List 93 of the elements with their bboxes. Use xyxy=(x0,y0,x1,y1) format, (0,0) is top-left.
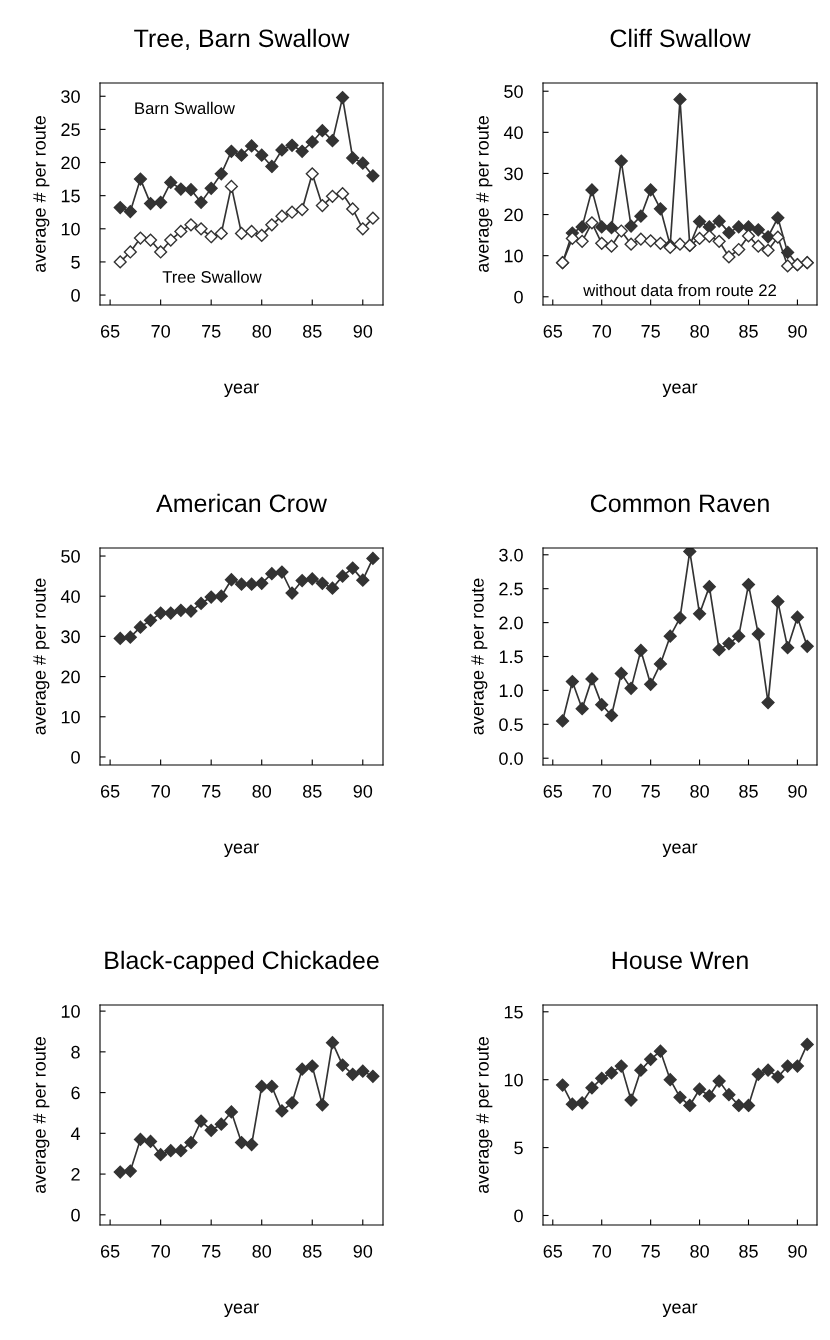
x-tick-label: 70 xyxy=(151,1244,170,1258)
y-axis-title: average # per route xyxy=(33,116,50,273)
x-tick-label: 75 xyxy=(202,1245,221,1258)
x-tick-label: 70 xyxy=(151,324,170,338)
x-tick-label: 80 xyxy=(252,784,272,798)
x-axis-title: year xyxy=(223,1303,259,1317)
y-tick-label: 10 xyxy=(61,710,80,724)
x-tick-label: 65 xyxy=(543,784,563,798)
y-tick-label: 5 xyxy=(514,1141,523,1155)
y-axis-title: average # per route xyxy=(476,116,493,273)
y-tick-label: 6 xyxy=(71,1086,80,1100)
chart-title: Cliff Swallow xyxy=(610,28,751,48)
y-tick-label: 20 xyxy=(61,156,80,170)
x-tick-label: 65 xyxy=(100,324,120,338)
y-tick-label: 8 xyxy=(71,1045,80,1059)
x-axis-title: year xyxy=(662,383,698,397)
x-tick-label: 70 xyxy=(592,1244,612,1258)
chart-title: Common Raven xyxy=(590,494,769,513)
y-tick-label: 30 xyxy=(504,167,523,181)
x-tick-label: 75 xyxy=(641,1245,660,1258)
series-label: Tree Swallow xyxy=(162,270,262,283)
x-axis-title: year xyxy=(223,383,259,397)
y-tick-label: 30 xyxy=(61,90,80,103)
y-tick-label: 20 xyxy=(504,208,523,222)
x-tick-label: 90 xyxy=(353,1244,373,1258)
x-tick-label: 85 xyxy=(302,324,322,338)
chart-title: Black-capped Chickadee xyxy=(105,950,379,975)
x-tick-label: 90 xyxy=(353,324,373,338)
x-tick-label: 70 xyxy=(151,784,170,798)
x-tick-label: 85 xyxy=(739,1244,758,1258)
chart-title: Tree, Barn Swallow xyxy=(134,28,350,51)
x-tick-label: 80 xyxy=(690,324,709,338)
x-tick-label: 70 xyxy=(592,784,612,798)
y-tick-label: 2.5 xyxy=(499,582,523,596)
x-tick-label: 75 xyxy=(641,325,660,338)
y-tick-label: 0 xyxy=(71,288,80,302)
y-axis-title: average # per route xyxy=(33,578,50,735)
y-tick-label: 50 xyxy=(504,85,523,98)
y-tick-label: 40 xyxy=(60,590,80,603)
y-tick-label: 10 xyxy=(504,1073,523,1087)
x-tick-label: 80 xyxy=(690,1244,709,1258)
y-tick-label: 1.0 xyxy=(499,684,523,698)
x-tick-label: 80 xyxy=(252,1244,272,1258)
x-tick-label: 85 xyxy=(302,1244,322,1258)
x-tick-label: 65 xyxy=(543,324,563,338)
y-tick-label: 0 xyxy=(514,1209,523,1223)
x-tick-label: 75 xyxy=(202,785,221,798)
x-tick-label: 80 xyxy=(690,784,709,798)
y-tick-label: 50 xyxy=(61,549,80,563)
x-tick-label: 85 xyxy=(739,324,758,338)
y-tick-label: 10 xyxy=(61,1005,80,1018)
chart-title: American Crow xyxy=(156,493,327,513)
y-tick-label: 15 xyxy=(61,189,80,203)
x-axis-title: year xyxy=(662,843,698,857)
y-tick-label: 3.0 xyxy=(499,548,523,562)
y-tick-label: 40 xyxy=(503,126,523,140)
x-tick-label: 90 xyxy=(353,784,373,798)
y-tick-label: 5 xyxy=(71,256,80,269)
x-tick-label: 65 xyxy=(100,784,120,798)
y-axis-title: average # per route xyxy=(33,1037,50,1194)
x-axis-title: year xyxy=(223,843,259,857)
x-tick-label: 80 xyxy=(252,324,272,338)
y-tick-label: 2.0 xyxy=(499,616,523,630)
y-tick-label: 20 xyxy=(61,670,80,684)
y-tick-label: 4 xyxy=(70,1127,81,1140)
y-tick-label: 0.0 xyxy=(499,752,523,765)
series-label: Barn Swallow xyxy=(135,101,235,115)
chart-title: House Wren xyxy=(612,951,748,970)
x-tick-label: 70 xyxy=(592,324,612,338)
y-tick-label: 10 xyxy=(504,249,523,263)
x-tick-label: 75 xyxy=(641,785,660,798)
x-tick-label: 90 xyxy=(788,324,807,338)
y-tick-label: 10 xyxy=(61,222,80,236)
x-tick-label: 85 xyxy=(739,784,758,798)
y-tick-label: 0 xyxy=(71,750,80,764)
annotation: without data from route 22 xyxy=(583,283,776,297)
x-tick-label: 90 xyxy=(788,784,807,798)
x-tick-label: 75 xyxy=(202,325,221,338)
y-tick-label: 25 xyxy=(61,123,80,137)
y-tick-label: 2 xyxy=(71,1168,80,1181)
x-tick-label: 90 xyxy=(788,1244,807,1258)
x-tick-label: 65 xyxy=(100,1244,120,1258)
y-tick-label: 0.5 xyxy=(499,718,523,732)
y-tick-label: 0 xyxy=(71,1208,80,1222)
y-axis-title: average # per route xyxy=(471,578,488,735)
y-tick-label: 30 xyxy=(61,630,80,644)
y-axis-title: average # per route xyxy=(476,1037,493,1194)
x-tick-label: 85 xyxy=(302,784,322,798)
y-tick-label: 0 xyxy=(514,290,523,304)
y-tick-label: 1.5 xyxy=(499,650,523,664)
y-tick-label: 15 xyxy=(504,1005,523,1019)
x-tick-label: 65 xyxy=(543,1244,563,1258)
x-axis-title: year xyxy=(662,1303,698,1317)
